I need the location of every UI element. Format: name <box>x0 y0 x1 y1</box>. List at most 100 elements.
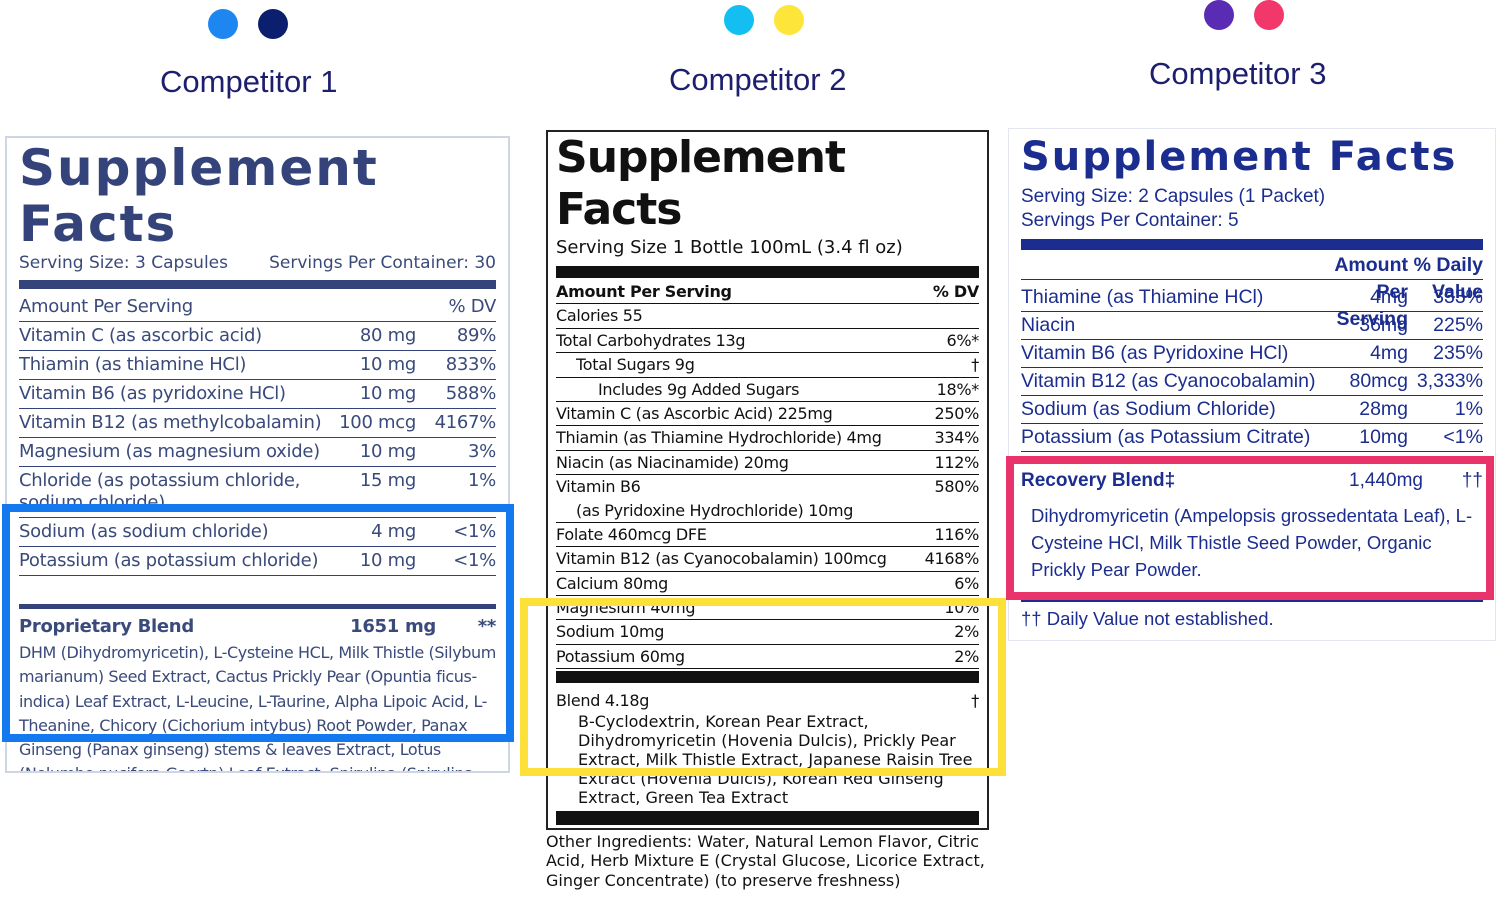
nutrient-row: Vitamin B12 (as Cyanocobalamin) 80mcg 3,33… <box>1021 368 1483 396</box>
nutrient-dv: 3,333% <box>1416 370 1483 392</box>
nutrient-dv: 580% <box>934 477 979 497</box>
supplement-label: Supplement Facts Serving Size: 2 Capsules… <box>1008 128 1496 641</box>
nutrient-name: Includes 9g Added Sugars <box>598 379 800 399</box>
header-amount: Amount Per Serving <box>19 296 193 317</box>
nutrient-amount: 10 mg <box>359 441 416 462</box>
nutrient-row: Potassium (as Potassium Citrate) 10mg <1% <box>1021 424 1483 452</box>
nutrient-dv: 10% <box>944 598 979 618</box>
nutrient-name: Magnesium (as magnesium oxide) <box>19 441 320 462</box>
blend-dv: † <box>971 691 979 711</box>
nutrient-dv: 3% <box>468 441 496 462</box>
supplement-label: Supplement Facts Serving Size 1 Bottle 10… <box>546 130 989 830</box>
blend-name: Recovery Blend‡ <box>1021 470 1176 491</box>
serving-info: Serving Size: 3 Capsules Servings Per Con… <box>19 252 496 274</box>
nutrient-row: Niacin 36mg 225% <box>1021 312 1483 340</box>
nutrient-name: Vitamin B12 (as methylcobalamin) <box>19 412 322 433</box>
nutrient-name: Calories 55 <box>556 306 643 326</box>
nutrient-row: Magnesium (as magnesium oxide) 10 mg 3% <box>19 438 496 467</box>
blend-row: Blend 4.18g † <box>556 689 979 712</box>
nutrient-row: Total Sugars 9g † <box>556 353 979 378</box>
competitor-title: Competitor 2 <box>669 62 847 97</box>
nutrient-name: Thiamine (as Thiamine HCl) <box>1021 286 1264 308</box>
nutrient-name: Thiamin (as Thiamine Hydrochloride) 4mg <box>556 428 882 448</box>
nutrient-dv: 4168% <box>924 549 980 569</box>
nutrient-dv: 334% <box>934 428 979 448</box>
header-dv: % Daily Value <box>1413 254 1483 303</box>
nutrient-name: Magnesium 40mg <box>556 598 696 618</box>
nutrient-amount: 10 mg <box>359 354 416 375</box>
nutrient-row: Vitamin C (as Ascorbic Acid) 225mg 250% <box>556 402 979 427</box>
nutrient-dv: 6%* <box>946 330 980 350</box>
nutrient-name: Chloride (as potassium chloride, sodium … <box>19 470 301 513</box>
nutrient-amount: 10 mg <box>359 383 416 404</box>
nutrient-row: Total Carbohydrates 13g 6%* <box>556 329 980 354</box>
nutrient-amount: 10mg <box>1359 426 1408 448</box>
nutrient-amount: 36mg <box>1359 314 1408 336</box>
footnotes: *Percent Daily Values (DV) are based on … <box>556 811 979 828</box>
nutrient-amount: 4mg <box>1370 286 1408 308</box>
nutrient-dv: 4167% <box>434 412 497 433</box>
label-heading: Supplement Facts <box>556 132 846 235</box>
nutrient-dv: 833% <box>445 354 497 375</box>
dot <box>724 5 754 35</box>
nutrient-row: Thiamin (as Thiamine Hydrochloride) 4mg 3… <box>556 426 979 451</box>
nutrient-dv: 250% <box>934 403 979 423</box>
blend-ingredients: DHM (Dihydromyricetin), L-Cysteine HCL, … <box>19 643 496 771</box>
footnote: †† Daily Value not established. <box>1021 608 1274 629</box>
color-dots <box>1204 0 1284 30</box>
nutrient-row: Sodium 10mg 2% <box>556 620 979 645</box>
blend-dv: †† <box>1461 470 1483 491</box>
blend-section: Proprietary Blend 1651 mg ** DHM (Dihydromy… <box>19 604 496 771</box>
thick-rule <box>1021 239 1483 250</box>
nutrient-row: Vitamin B12 (as methylcobalamin) 100 mcg 4… <box>19 409 496 438</box>
thick-rule <box>19 280 496 289</box>
competitor-title: Competitor 3 <box>1149 56 1327 91</box>
nutrient-dv: † <box>971 355 979 375</box>
dot <box>208 9 238 39</box>
nutrient-row: Sodium (as sodium chloride) 4 mg <1% <box>19 518 496 547</box>
nutrient-name: Niacin <box>1021 314 1076 336</box>
header-row: Amount Per Serving % DV <box>556 280 979 305</box>
nutrient-dv: 1% <box>468 470 496 491</box>
blend-name: Proprietary Blend <box>19 616 194 637</box>
serving-line: Servings Per Container: 5 <box>1021 210 1239 231</box>
nutrient-name: Vitamin B6 <box>556 477 641 497</box>
nutrient-row: Vitamin B12 (as Cyanocobalamin) 100mcg 41… <box>556 547 980 572</box>
nutrient-dv: 1% <box>1454 398 1483 420</box>
nutrient-name: Potassium (as potassium chloride) <box>19 550 319 571</box>
nutrient-row: Potassium (as potassium chloride) 10 mg <1… <box>19 547 496 576</box>
serving-line: Servings Per Container: 30 <box>269 253 496 273</box>
dot <box>1204 0 1234 30</box>
nutrient-amount: 28mg <box>1359 398 1408 420</box>
nutrient-amount: 4 mg <box>371 521 416 542</box>
header-amount: Amount Per Serving <box>556 282 732 301</box>
header-dv: % DV <box>448 296 497 317</box>
dot <box>1254 0 1284 30</box>
nutrient-dv: <1% <box>1443 426 1483 448</box>
serving-info: Serving Size 1 Bottle 100mL (3.4 fl oz) <box>556 236 979 260</box>
nutrient-name: Calcium 80mg <box>556 573 668 593</box>
nutrient-name: Vitamin C (as ascorbic acid) <box>19 325 262 346</box>
nutrient-row: Vitamin B6 580% (as Pyridoxine Hydrochlori… <box>556 475 979 523</box>
dot <box>774 5 804 35</box>
nutrient-dv: 2% <box>954 622 979 642</box>
competitor-title: Competitor 1 <box>160 64 338 99</box>
nutrient-name: Vitamin B12 (as Cyanocobalamin) <box>1021 370 1316 392</box>
nutrient-amount: 80 mg <box>359 325 416 346</box>
color-dots <box>724 5 804 35</box>
nutrient-row: Vitamin B6 (as Pyridoxine HCl) 4mg 235% <box>1021 340 1483 368</box>
nutrient-name: Potassium (as Potassium Citrate) <box>1021 426 1311 448</box>
blend-amount: 1,440mg <box>1349 470 1423 491</box>
nutrient-row: Chloride (as potassium chloride, sodium … <box>19 467 496 518</box>
nutrient-dv: 2% <box>954 646 979 666</box>
blend-ingredients: Dihydromyricetin (Ampelopsis grossedenta… <box>1031 505 1473 580</box>
nutrient-dv: 18%* <box>936 379 980 399</box>
nutrient-amount: 4mg <box>1370 342 1408 364</box>
nutrient-name: Vitamin B12 (as Cyanocobalamin) 100mcg <box>556 549 887 569</box>
blend-section: Recovery Blend‡ 1,440mg †† Dihydromyricetin… <box>1021 458 1483 583</box>
nutrient-row: Vitamin B6 (as pyridoxine HCl) 10 mg 588% <box>19 380 496 409</box>
header-row: Amount Per Serving % DV <box>19 293 496 322</box>
nutrient-name-cont: (as Pyridoxine Hydrochloride) 10mg <box>576 500 854 520</box>
nutrient-row: Calcium 80mg 6% <box>556 572 979 597</box>
